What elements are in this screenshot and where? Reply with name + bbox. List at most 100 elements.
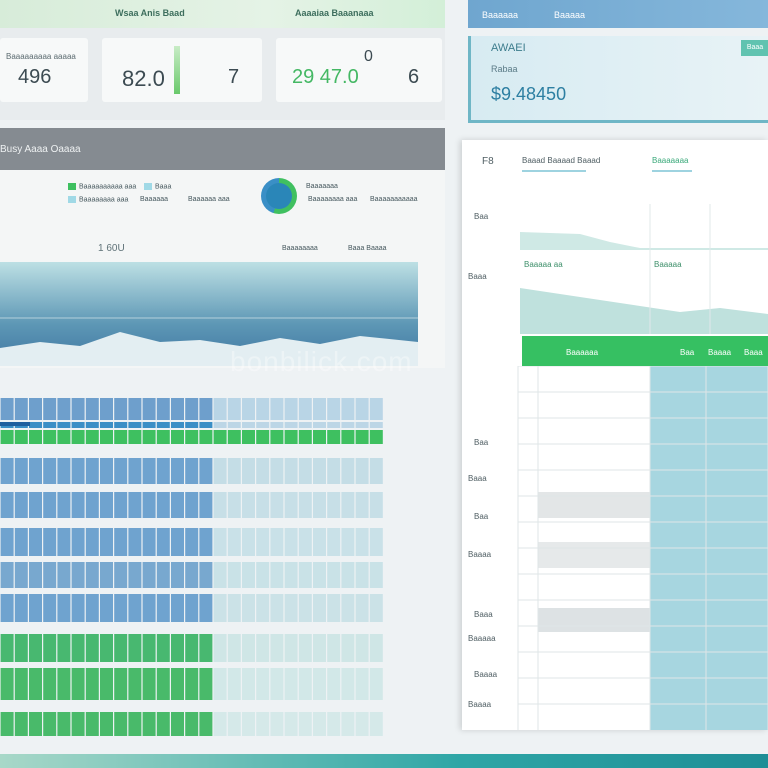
grid-cell[interactable] xyxy=(355,398,369,420)
grid-cell[interactable] xyxy=(142,712,156,736)
grid-cell[interactable] xyxy=(355,712,369,736)
grid-cell[interactable] xyxy=(227,668,241,700)
grid-cell[interactable] xyxy=(71,458,85,484)
grid-cell[interactable] xyxy=(114,528,128,556)
grid-cell[interactable] xyxy=(156,430,170,444)
grid-cell[interactable] xyxy=(227,562,241,588)
grid-cell[interactable] xyxy=(43,458,57,484)
grid-cell[interactable] xyxy=(199,562,213,588)
grid-cell[interactable] xyxy=(57,634,71,662)
grid-cell[interactable] xyxy=(114,634,128,662)
grid-cell[interactable] xyxy=(156,594,170,622)
grid-cell[interactable] xyxy=(71,634,85,662)
grid-cell[interactable] xyxy=(57,398,71,420)
grid-cell[interactable] xyxy=(128,668,142,700)
rp-area-chart[interactable] xyxy=(520,204,768,334)
grid-cell[interactable] xyxy=(185,712,199,736)
grid-cell[interactable] xyxy=(341,492,355,518)
grid-cell[interactable] xyxy=(242,562,255,588)
grid-cell[interactable] xyxy=(100,562,113,588)
grid-cell[interactable] xyxy=(128,528,142,556)
grid-cell[interactable] xyxy=(0,528,14,556)
grid-cell[interactable] xyxy=(256,430,270,444)
grid-cell[interactable] xyxy=(256,398,270,420)
grid-cell[interactable] xyxy=(341,668,355,700)
grid-cell[interactable] xyxy=(57,528,71,556)
grid-cell[interactable] xyxy=(0,668,14,700)
grid-cell[interactable] xyxy=(369,398,383,420)
grid-cell[interactable] xyxy=(213,562,227,588)
grid-cell[interactable] xyxy=(313,634,326,662)
grid-cell[interactable] xyxy=(199,422,213,428)
grid-cell[interactable] xyxy=(369,492,383,518)
grid-cell[interactable] xyxy=(227,422,241,428)
grid-cell[interactable] xyxy=(171,562,184,588)
grid-cell[interactable] xyxy=(100,528,113,556)
grid-cell[interactable] xyxy=(114,422,128,428)
grid-cell[interactable] xyxy=(199,398,213,420)
grid-cell[interactable] xyxy=(298,422,312,428)
grid-cell[interactable] xyxy=(355,634,369,662)
grid-cell[interactable] xyxy=(327,430,341,444)
grid-cell[interactable] xyxy=(71,562,85,588)
grid-cell[interactable] xyxy=(185,668,199,700)
grid-cell[interactable] xyxy=(270,492,284,518)
grid-cell[interactable] xyxy=(327,712,341,736)
legend-item[interactable]: Baaaaaaaa aaa xyxy=(68,196,128,203)
grid-cell[interactable] xyxy=(242,492,255,518)
grid-cell[interactable] xyxy=(0,398,14,420)
grid-cell[interactable] xyxy=(213,634,227,662)
kpi-card-3[interactable]: 0 29 47.0 6 xyxy=(276,38,442,102)
grid-cell[interactable] xyxy=(85,594,99,622)
grid-cell[interactable] xyxy=(114,712,128,736)
grid-cell[interactable] xyxy=(270,668,284,700)
grid-cell[interactable] xyxy=(43,422,57,428)
grid-cell[interactable] xyxy=(199,430,213,444)
grid-cell[interactable] xyxy=(100,398,113,420)
grid-cell[interactable] xyxy=(313,398,326,420)
grid-cell[interactable] xyxy=(29,458,42,484)
grid-cell[interactable] xyxy=(270,458,284,484)
grid-cell[interactable] xyxy=(171,492,184,518)
grid-cell[interactable] xyxy=(114,594,128,622)
top-bar-right-label-b[interactable]: Baaaaa xyxy=(554,10,586,20)
grid-cell[interactable] xyxy=(171,712,184,736)
grid-cell[interactable] xyxy=(199,668,213,700)
grid-cell[interactable] xyxy=(14,594,28,622)
grid-cell[interactable] xyxy=(313,668,326,700)
grid-cell[interactable] xyxy=(14,668,28,700)
grid-cell[interactable] xyxy=(29,528,42,556)
top-bar-right-label-a[interactable]: Baaaaaa xyxy=(482,10,519,20)
grid-cell[interactable] xyxy=(29,634,42,662)
grid-cell[interactable] xyxy=(14,712,28,736)
grid-cell[interactable] xyxy=(185,430,199,444)
grid-cell[interactable] xyxy=(213,528,227,556)
grid-cell[interactable] xyxy=(171,634,184,662)
grid-cell[interactable] xyxy=(298,634,312,662)
grid-cell[interactable] xyxy=(313,430,326,444)
grid-cell[interactable] xyxy=(29,492,42,518)
grid-cell[interactable] xyxy=(284,634,298,662)
grid-cell[interactable] xyxy=(57,492,71,518)
grid-cell[interactable] xyxy=(85,422,99,428)
right-legend-item[interactable]: Baaaaaaaaaaa xyxy=(370,196,418,203)
grid-cell[interactable] xyxy=(213,458,227,484)
grid-cell[interactable] xyxy=(14,492,28,518)
grid-cell[interactable] xyxy=(142,562,156,588)
grid-cell[interactable] xyxy=(313,458,326,484)
grid-cell[interactable] xyxy=(114,562,128,588)
grid-cell[interactable] xyxy=(128,422,142,428)
grid-cell[interactable] xyxy=(199,712,213,736)
grid-cell[interactable] xyxy=(29,668,42,700)
grid-cell[interactable] xyxy=(43,492,57,518)
grid-cell[interactable] xyxy=(128,430,142,444)
grid-cell[interactable] xyxy=(242,528,255,556)
grid-cell[interactable] xyxy=(355,528,369,556)
grid-cell[interactable] xyxy=(57,562,71,588)
grid-cell[interactable] xyxy=(242,594,255,622)
grid-cell[interactable] xyxy=(355,458,369,484)
grid-cell[interactable] xyxy=(100,634,113,662)
grid-cell[interactable] xyxy=(284,430,298,444)
grid-cell[interactable] xyxy=(213,492,227,518)
grid-cell[interactable] xyxy=(128,562,142,588)
